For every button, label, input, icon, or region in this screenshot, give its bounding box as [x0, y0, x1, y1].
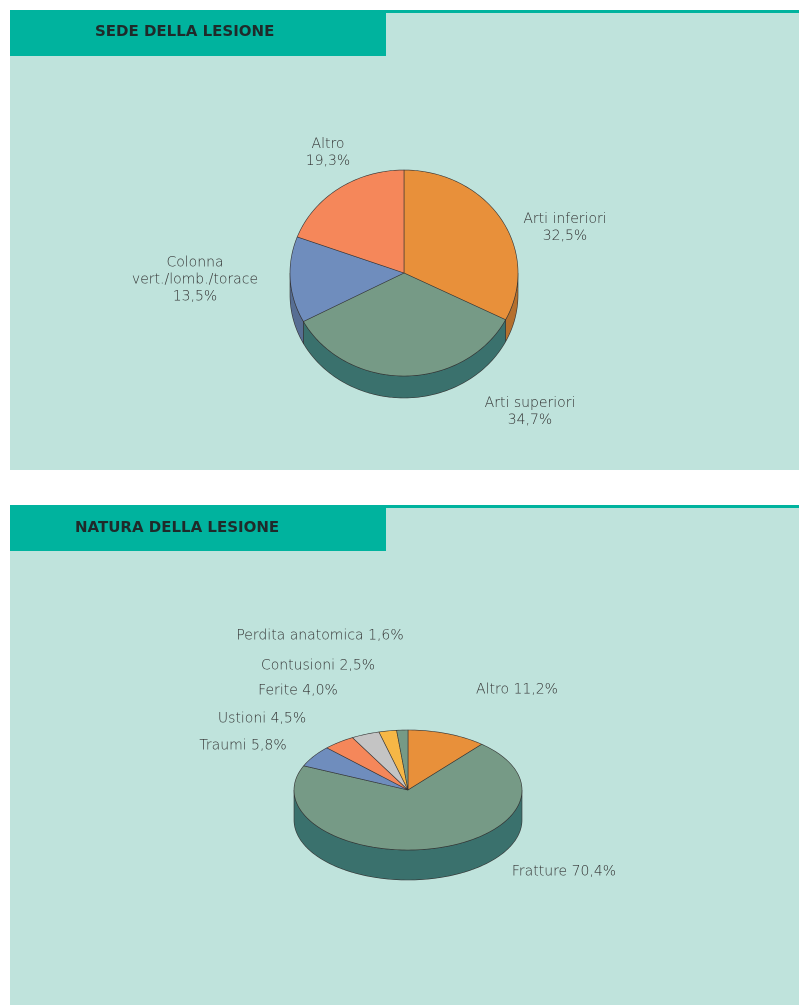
pie-slice [378, 729, 409, 791]
slice-label: Perdita anatomica 1,6% [236, 628, 403, 645]
slice-label: Ferite 4,0% [258, 683, 338, 700]
slice-label: Arti inferiori 32,5% [523, 211, 606, 245]
slice-value: 19,3% [305, 153, 351, 169]
pie-slice [293, 743, 523, 851]
slice-label: Ustioni 4,5% [218, 711, 306, 728]
pie-slice [303, 747, 409, 791]
slice-name: Contusioni [260, 657, 336, 674]
slice-name: Colonna vert./lomb./torace [131, 254, 259, 288]
slice-value: 34,7% [507, 412, 553, 428]
pie-slice [407, 729, 483, 791]
pie-slice [396, 729, 409, 791]
slice-name: Arti inferiori [523, 211, 607, 227]
slice-value: 11,2% [513, 681, 558, 698]
slice-name: Perdita anatomica [236, 627, 364, 644]
panel-rule [10, 505, 799, 508]
slice-label: Fratture 70,4% [512, 864, 616, 881]
panel-rule [10, 10, 799, 13]
slice-label: Altro 19,3% [306, 136, 350, 170]
slice-name: Altro [311, 136, 345, 152]
slice-value: 32,5% [542, 228, 588, 244]
chart-title: SEDE DELLA LESIONE [95, 22, 275, 40]
slice-value: 4,0% [302, 682, 338, 699]
slice-value: 2,5% [339, 657, 376, 674]
slice-name: Fratture [511, 863, 568, 880]
slice-value: 70,4% [571, 863, 617, 880]
pie-slice [296, 169, 405, 274]
slice-name: Ferite [258, 682, 298, 699]
slice-label: Traumi 5,8% [199, 738, 286, 755]
title-tab [10, 10, 386, 56]
slice-label: Colonna vert./lomb./torace 13,5% [130, 255, 260, 306]
slice-value: 5,8% [251, 737, 287, 754]
slice-label: Altro 11,2% [476, 682, 558, 699]
slice-value: 4,5% [270, 710, 307, 727]
pie-slice [351, 731, 409, 791]
slice-value: 1,6% [368, 627, 404, 644]
pie-slice [302, 272, 506, 377]
slice-value: 13,5% [172, 288, 218, 305]
pie-slice [289, 236, 405, 322]
slice-name: Altro [476, 681, 510, 698]
slice-label: Arti superiori 34,7% [485, 395, 576, 429]
chart-title: NATURA DELLA LESIONE [75, 518, 280, 536]
slice-label: Contusioni 2,5% [261, 658, 375, 675]
slice-name: Ustioni [217, 710, 267, 727]
pie-slice [403, 169, 519, 321]
slice-name: Arti superiori [484, 395, 576, 411]
pie-slice [326, 737, 409, 791]
title-tab [10, 505, 386, 551]
slice-name: Traumi [199, 737, 247, 754]
